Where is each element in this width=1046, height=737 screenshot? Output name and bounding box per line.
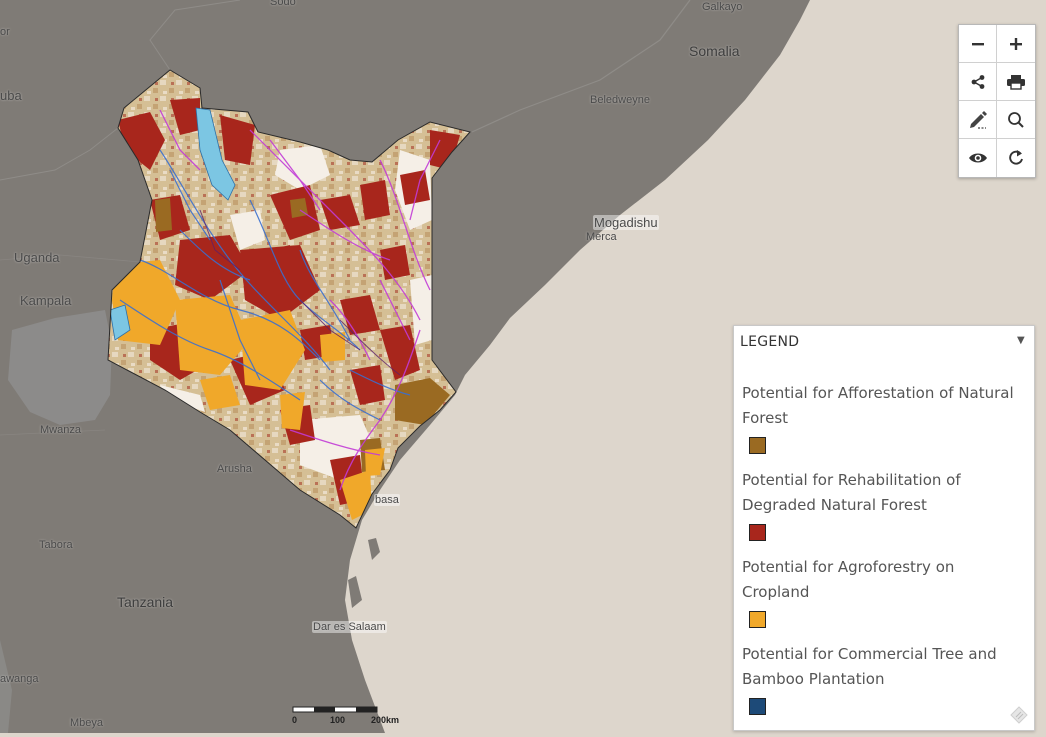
- legend-swatch-afforestation: [749, 437, 766, 454]
- legend-item-afforestation: Potential for Afforestation of Natural F…: [742, 381, 1022, 454]
- reset-button[interactable]: [997, 139, 1034, 176]
- legend-item-agroforestry: Potential for Agroforestry on Cropland: [742, 555, 1022, 628]
- scale-tick-100: 100: [330, 715, 346, 725]
- map-toolbar: [958, 24, 1036, 178]
- place-merca: Merca: [586, 231, 617, 243]
- draw-button[interactable]: [959, 101, 996, 138]
- zoom-out-button[interactable]: [959, 25, 996, 62]
- zoom-in-button[interactable]: [997, 25, 1034, 62]
- kenya-border: [107, 69, 471, 529]
- legend-panel: LEGEND ▼ Potential for Afforestation of …: [733, 325, 1035, 731]
- legend-collapse-icon[interactable]: ▼: [1017, 335, 1025, 346]
- print-button[interactable]: [997, 63, 1034, 100]
- plus-icon: [1009, 37, 1022, 50]
- search-icon: [1007, 111, 1024, 128]
- legend-title: LEGEND: [740, 334, 800, 350]
- legend-item-label: Potential for Commercial Tree and Bamboo…: [742, 645, 997, 688]
- legend-swatch-commercial-plantation: [749, 698, 766, 715]
- place-or: or: [0, 26, 10, 38]
- share-button[interactable]: [959, 63, 996, 100]
- print-icon: [1006, 74, 1025, 90]
- place-galkayo: Galkayo: [702, 1, 743, 13]
- pencil-icon: [969, 110, 987, 129]
- place-dar-es-salaam: Dar es Salaam: [312, 621, 387, 633]
- legend-swatch-rehabilitation: [749, 524, 766, 541]
- place-tanzania: Tanzania: [117, 594, 174, 610]
- legend-swatch-agroforestry: [749, 611, 766, 628]
- place-somalia: Somalia: [689, 43, 740, 59]
- place-beledweyne: Beledweyne: [590, 94, 650, 106]
- legend-item-label: Potential for Rehabilitation of Degraded…: [742, 471, 961, 514]
- place-awanga: awanga: [0, 673, 39, 685]
- scale-bar: 0 100 200km: [290, 706, 420, 730]
- place-kampala: Kampala: [20, 293, 72, 308]
- visibility-button[interactable]: [959, 139, 996, 176]
- place-arusha: Arusha: [217, 463, 252, 475]
- roads: [159, 109, 441, 491]
- legend-item-rehabilitation: Potential for Rehabilitation of Degraded…: [742, 468, 1022, 541]
- legend-item-label: Potential for Agroforestry on Cropland: [742, 558, 955, 601]
- rivers: [119, 149, 411, 421]
- resize-handle-icon[interactable]: [1010, 706, 1028, 724]
- legend-item-label: Potential for Afforestation of Natural F…: [742, 384, 1014, 427]
- place-uganda: Uganda: [14, 250, 60, 265]
- place-tabora: Tabora: [39, 539, 73, 551]
- lake-turkana: [195, 107, 236, 201]
- minus-icon: [971, 42, 984, 45]
- legend-item-commercial-plantation: Potential for Commercial Tree and Bamboo…: [742, 642, 1022, 715]
- place-sodo: Sodo: [270, 0, 296, 8]
- scale-tick-0: 0: [292, 715, 298, 725]
- place-mombasa: basa: [374, 494, 400, 506]
- place-mbeya: Mbeya: [70, 717, 104, 729]
- place-mwanza: Mwanza: [40, 424, 81, 436]
- place-uba: uba: [0, 88, 22, 103]
- share-icon: [971, 74, 984, 89]
- lake-victoria: [8, 310, 112, 425]
- search-button[interactable]: [997, 101, 1034, 138]
- refresh-icon: [1008, 149, 1023, 165]
- eye-icon: [968, 153, 987, 162]
- scale-tick-200km: 200km: [371, 715, 400, 725]
- place-mogadishu: Mogadishu: [593, 215, 659, 230]
